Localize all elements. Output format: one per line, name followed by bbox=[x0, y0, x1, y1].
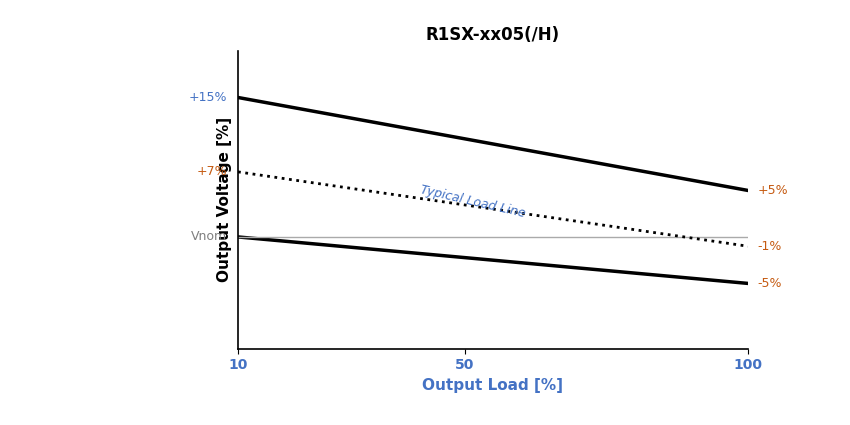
Text: -1%: -1% bbox=[757, 240, 782, 253]
Title: R1SX-xx05(/H): R1SX-xx05(/H) bbox=[426, 26, 560, 44]
Y-axis label: Output Voltage [%]: Output Voltage [%] bbox=[218, 117, 232, 282]
Text: +15%: +15% bbox=[189, 91, 227, 104]
Text: -5%: -5% bbox=[757, 277, 782, 290]
X-axis label: Output Load [%]: Output Load [%] bbox=[422, 378, 564, 393]
Text: Vnom: Vnom bbox=[190, 230, 227, 244]
Text: Typical Load Line: Typical Load Line bbox=[419, 183, 527, 220]
Text: +5%: +5% bbox=[757, 184, 788, 197]
Text: +7%: +7% bbox=[196, 165, 227, 178]
